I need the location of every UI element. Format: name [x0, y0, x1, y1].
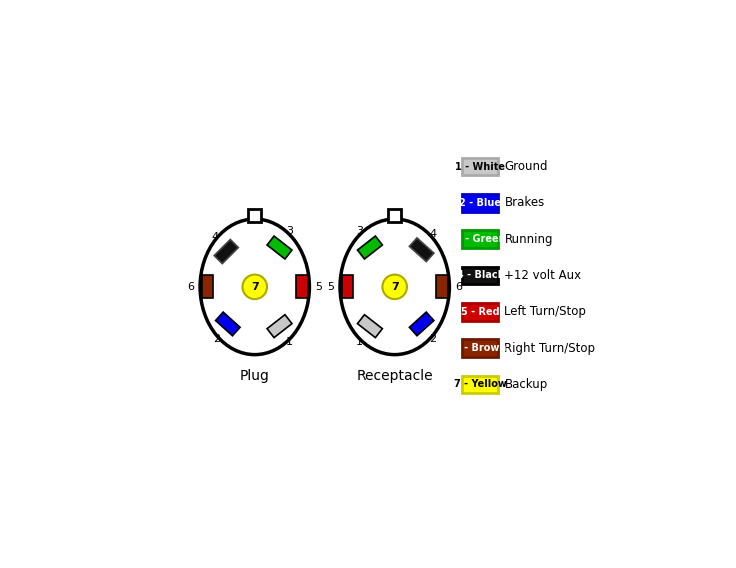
Bar	[358, 236, 383, 259]
Text: 7: 7	[391, 282, 399, 292]
Text: 3: 3	[356, 226, 363, 236]
FancyBboxPatch shape	[462, 231, 498, 248]
Text: 2: 2	[429, 334, 436, 344]
Text: Left Turn/Stop: Left Turn/Stop	[504, 305, 587, 318]
Text: 1: 1	[286, 337, 293, 348]
Text: Right Turn/Stop: Right Turn/Stop	[504, 341, 595, 354]
Bar	[267, 236, 292, 259]
Text: 1 - White: 1 - White	[456, 161, 506, 172]
Text: +12 volt Aux: +12 volt Aux	[504, 269, 581, 282]
Text: 3: 3	[286, 226, 293, 236]
Text: Ground: Ground	[504, 160, 548, 173]
Bar	[297, 275, 308, 298]
Text: 4: 4	[211, 232, 218, 242]
FancyBboxPatch shape	[462, 375, 498, 393]
Bar	[214, 240, 238, 264]
Text: 7: 7	[251, 282, 258, 292]
Bar	[267, 315, 292, 337]
Circle shape	[383, 274, 407, 299]
Text: Backup: Backup	[504, 378, 548, 391]
Circle shape	[242, 274, 267, 299]
Text: 3 - Green: 3 - Green	[455, 234, 506, 244]
Text: 7 - Yellow: 7 - Yellow	[454, 379, 507, 390]
Text: 5 - Red: 5 - Red	[461, 307, 500, 317]
Text: 1: 1	[356, 337, 363, 348]
FancyBboxPatch shape	[462, 158, 498, 176]
Bar	[409, 312, 434, 336]
FancyBboxPatch shape	[462, 339, 498, 357]
Bar	[202, 275, 213, 298]
Text: 6 - Brown: 6 - Brown	[454, 343, 506, 353]
Text: 6: 6	[188, 282, 194, 292]
FancyBboxPatch shape	[462, 303, 498, 320]
Bar	[248, 210, 261, 222]
Bar	[216, 312, 240, 336]
Bar	[436, 275, 447, 298]
Text: Plug: Plug	[240, 369, 269, 383]
Text: Brakes: Brakes	[504, 197, 545, 210]
Bar	[388, 210, 401, 222]
Bar	[342, 275, 353, 298]
Text: 5: 5	[328, 282, 334, 292]
Text: 4: 4	[429, 229, 436, 240]
Text: 6: 6	[455, 282, 462, 292]
Text: 5: 5	[315, 282, 322, 292]
Text: 2 - Blue: 2 - Blue	[459, 198, 501, 208]
Text: 4 - Black: 4 - Black	[457, 270, 504, 281]
FancyBboxPatch shape	[462, 194, 498, 212]
FancyBboxPatch shape	[462, 267, 498, 284]
Text: Receptacle: Receptacle	[356, 369, 433, 383]
Bar	[409, 238, 434, 262]
Bar	[358, 315, 383, 337]
Text: Running: Running	[504, 233, 553, 246]
Text: 2: 2	[213, 334, 220, 344]
